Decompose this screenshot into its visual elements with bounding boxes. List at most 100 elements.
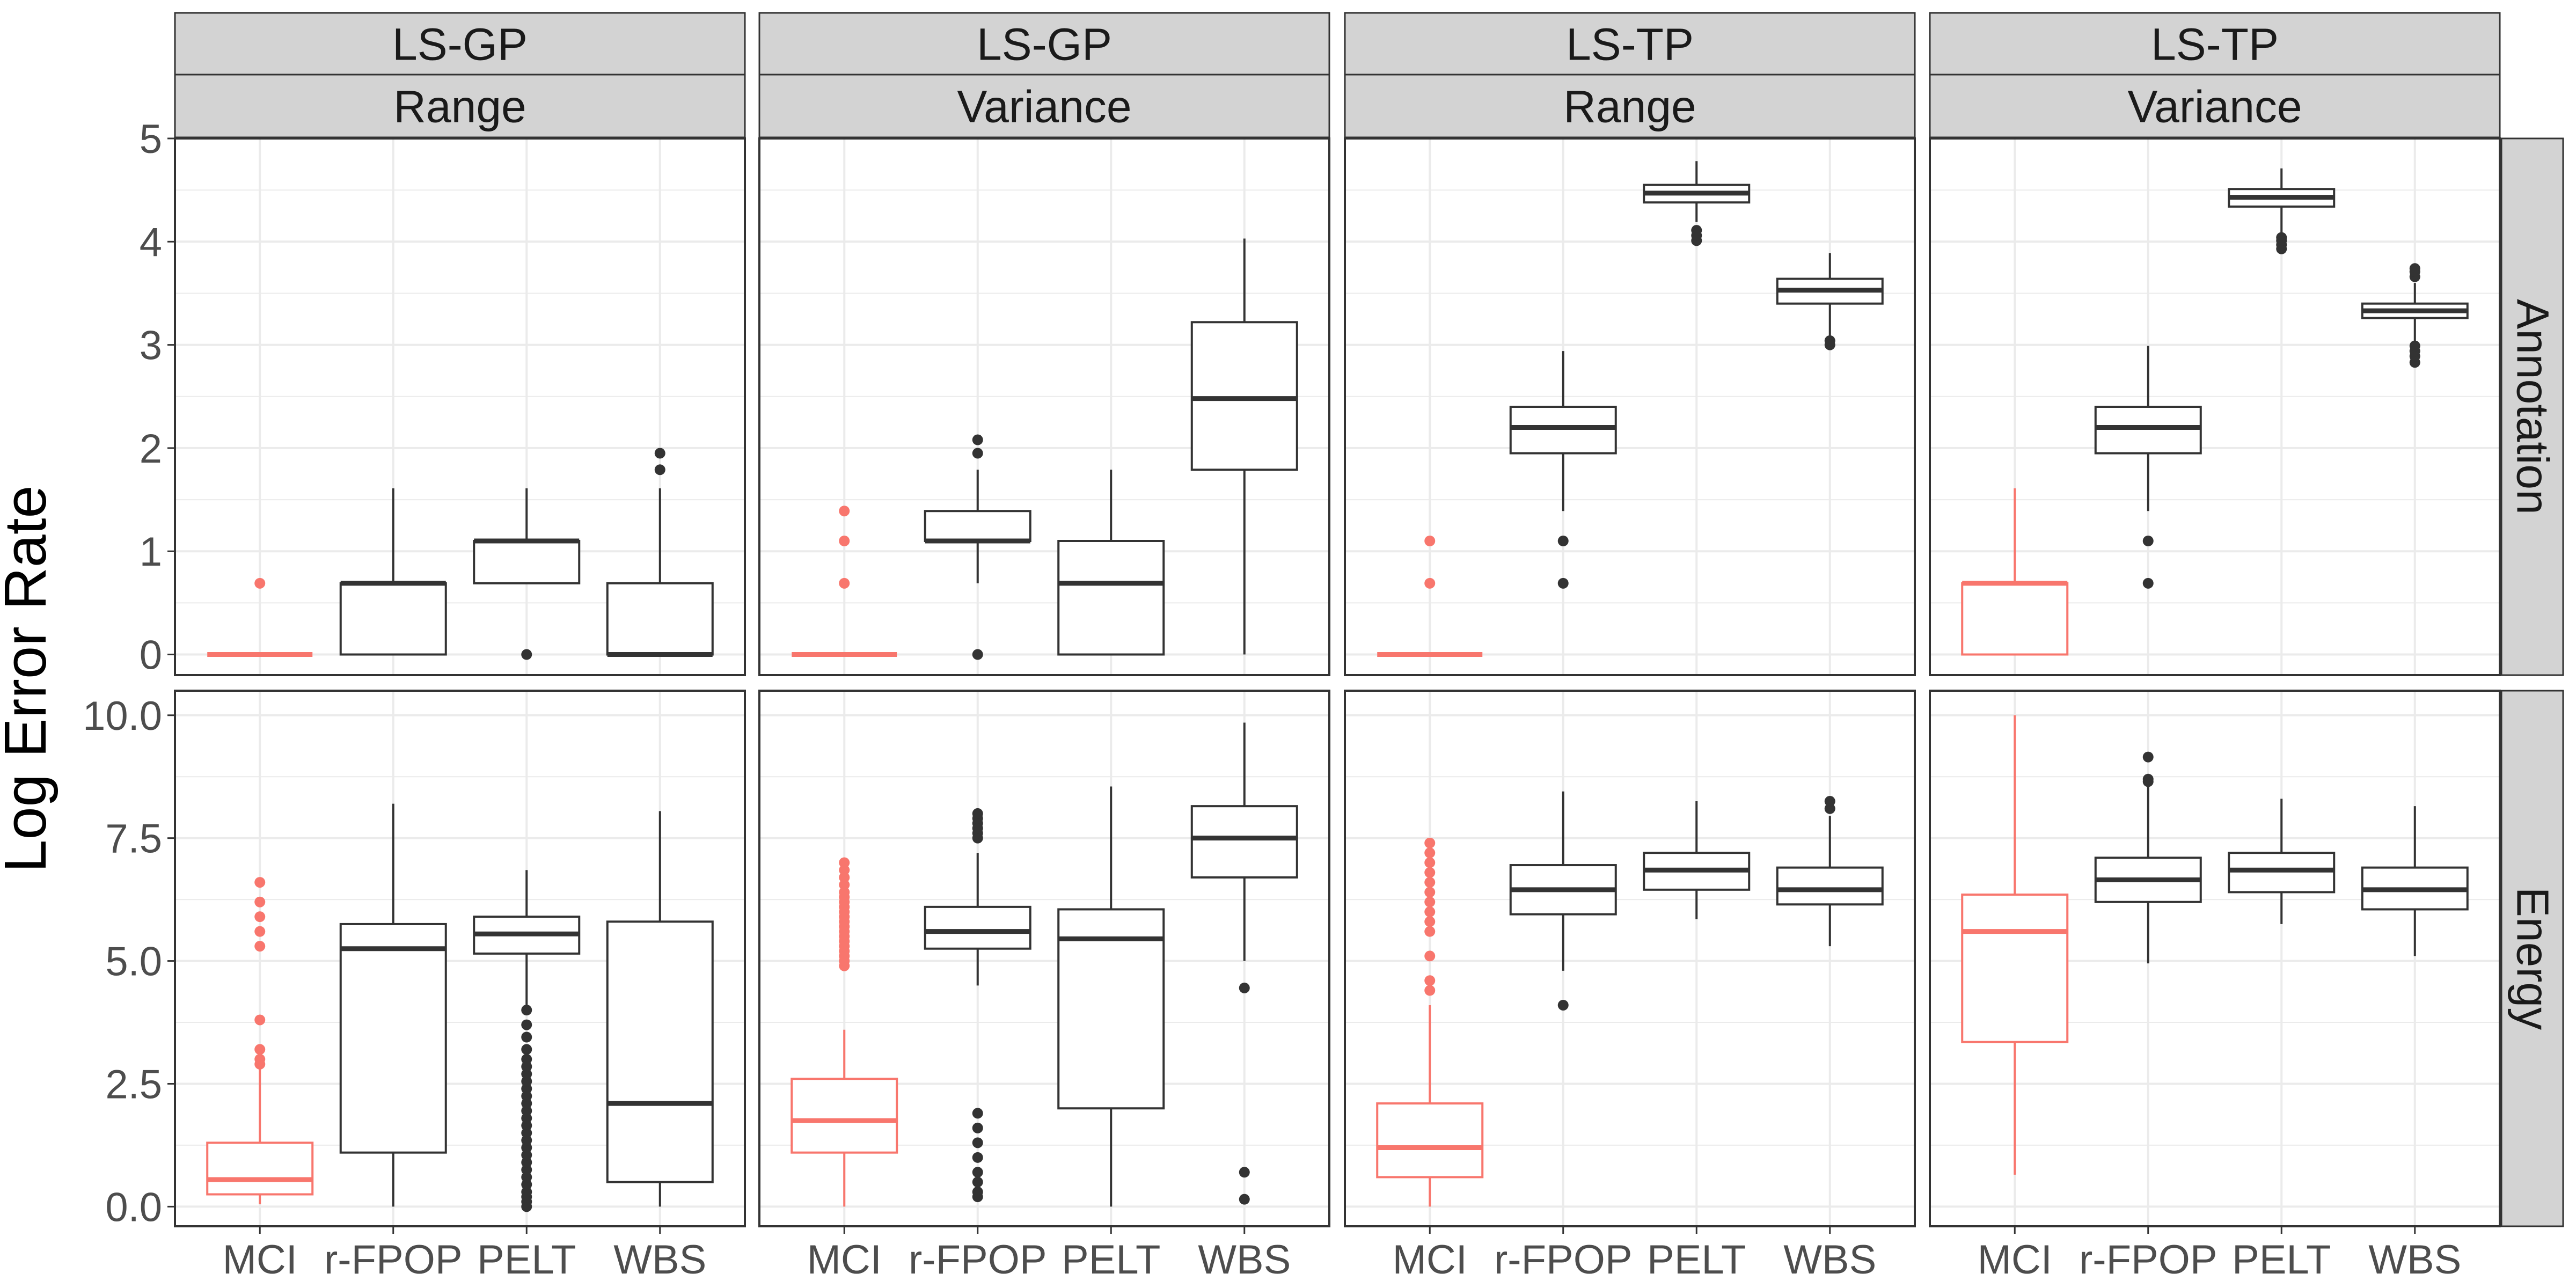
box-body (2228, 852, 2336, 894)
facet-label-method: LS-TP (1566, 19, 1694, 70)
box-r-FPOP (924, 434, 1031, 660)
outlier-point (521, 1172, 532, 1183)
outlier-point (521, 1164, 532, 1175)
box-body (206, 1141, 314, 1196)
outlier-point (1424, 887, 1436, 898)
panel-border (1929, 137, 2501, 676)
box-body (1057, 908, 1165, 1110)
panel-border (1929, 690, 2501, 1227)
outlier-point (654, 448, 665, 459)
outlier-point (839, 872, 850, 883)
box-PELT (2228, 168, 2336, 254)
outlier-point (521, 1083, 532, 1094)
outlier-point (2142, 751, 2154, 763)
facet-label-measure: Range (393, 82, 526, 132)
outlier-point (972, 448, 983, 459)
outlier-point (521, 1120, 532, 1131)
outlier-point (1424, 985, 1436, 996)
box-PELT (1057, 786, 1165, 1207)
outlier-point (1424, 950, 1436, 962)
panel-border (758, 137, 1330, 676)
y-tick-label: 3 (140, 323, 162, 369)
outlier-point (972, 1186, 983, 1197)
facet-label-method: LS-GP (977, 19, 1112, 70)
outlier-point (654, 464, 665, 475)
facet-label-method: LS-GP (392, 19, 528, 70)
box-body (1190, 805, 1298, 879)
outlier-point (839, 536, 850, 546)
box-WBS (1776, 253, 1884, 350)
outlier-point (839, 857, 850, 868)
outlier-point (254, 941, 266, 952)
outlier-point (521, 1091, 532, 1102)
x-tick-label: WBS (1783, 1237, 1876, 1283)
box-PELT (1643, 161, 1751, 246)
box-MCI (1376, 837, 1484, 1207)
outlier-point (1424, 906, 1436, 918)
outlier-point (521, 1186, 532, 1197)
outlier-point (839, 887, 850, 898)
panel-border (174, 137, 746, 676)
panel-border (174, 690, 746, 1227)
box-MCI (1377, 536, 1483, 657)
box-body (1961, 893, 2069, 1043)
outlier-point (1424, 837, 1436, 848)
outlier-point (521, 1053, 532, 1065)
y-tick-label: 5 (140, 116, 162, 162)
outlier-point (521, 1075, 532, 1087)
outlier-point (1239, 982, 1250, 993)
outlier-point (521, 1069, 532, 1080)
box-r-FPOP (339, 488, 447, 656)
outlier-point (254, 911, 266, 923)
plot-root: LS-GP Range LS-GP Variance LS-TP Range LS-TP Va… (83, 12, 2564, 1283)
x-tick-label: r-FPOP (1494, 1237, 1633, 1283)
x-tick-label: WBS (613, 1237, 706, 1283)
outlier-point (1824, 803, 1835, 814)
y-tick-label: 10.0 (83, 693, 162, 739)
box-body (1376, 1102, 1484, 1179)
outlier-point (254, 1014, 266, 1026)
facet-label-measure: Variance (957, 82, 1131, 132)
outlier-point (254, 896, 266, 908)
x-tick-label: PELT (2232, 1237, 2331, 1283)
outlier-point (1239, 1194, 1250, 1205)
x-tick-label: r-FPOP (909, 1237, 1047, 1283)
outlier-point (521, 649, 532, 660)
outlier-point (1557, 999, 1569, 1011)
outlier-point (521, 1031, 532, 1043)
box-r-FPOP (339, 803, 447, 1207)
y-tick-label: 5.0 (105, 939, 162, 985)
y-tick-label: 1 (140, 529, 162, 575)
facet-strip-measure-0 (174, 74, 746, 138)
box-WBS (2361, 263, 2469, 368)
outlier-point (972, 1108, 983, 1119)
box-MCI (207, 577, 313, 657)
y-tick-label: 0 (140, 633, 162, 678)
outlier-point (254, 926, 266, 937)
outlier-point (1239, 1167, 1250, 1178)
box-body (1509, 406, 1617, 455)
facet-strip-row-0 (2500, 137, 2564, 676)
box-body (1190, 321, 1298, 471)
facet-label-measure: Range (1563, 82, 1696, 132)
x-tick-label: PELT (477, 1237, 576, 1283)
box-MCI (206, 877, 314, 1204)
x-tick-label: MCI (807, 1237, 882, 1283)
facet-label-measure: Variance (2127, 82, 2302, 132)
box-body (606, 920, 714, 1183)
outlier-point (972, 1176, 983, 1188)
box-body (1776, 866, 1884, 906)
x-tick-label: MCI (1393, 1237, 1467, 1283)
box-body (339, 582, 447, 656)
outlier-point (521, 1179, 532, 1190)
outlier-point (839, 879, 850, 890)
outlier-point (254, 1044, 266, 1055)
box-MCI (792, 506, 897, 657)
box-WBS (1190, 238, 1298, 655)
box-body (791, 1078, 898, 1154)
facet-strip-measure-3 (1929, 74, 2501, 138)
box-r-FPOP (1509, 351, 1617, 589)
x-tick-label: MCI (223, 1237, 297, 1283)
outlier-point (839, 865, 850, 876)
